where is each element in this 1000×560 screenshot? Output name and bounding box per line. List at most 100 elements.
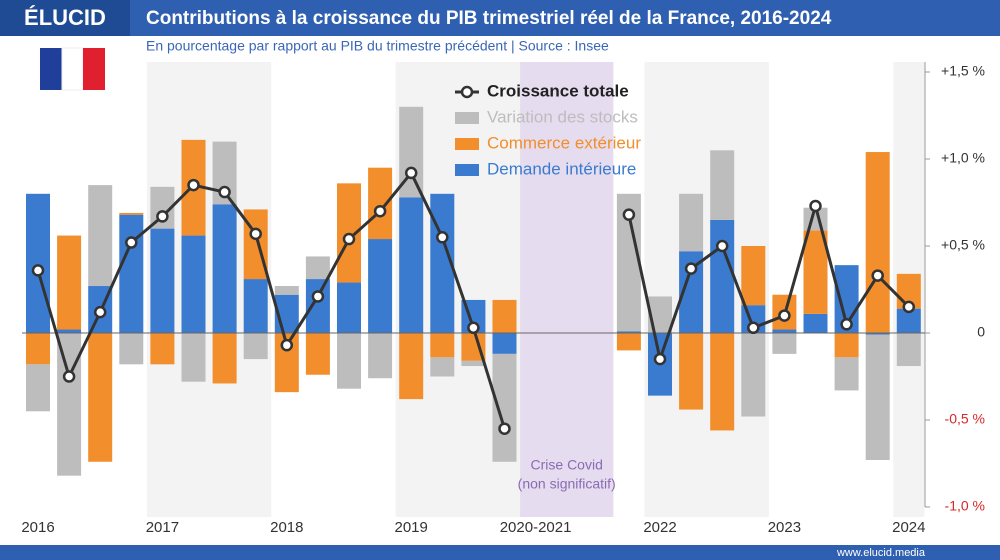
line-point (342, 232, 356, 246)
legend-label: Variation des stocks (487, 107, 638, 126)
bar (710, 219, 735, 333)
legend-label: Commerce extérieur (487, 133, 641, 152)
legend-swatch (455, 164, 479, 176)
bar (26, 364, 50, 412)
footer: www.elucid.media (836, 547, 926, 559)
y-tick-label: 0 (977, 324, 985, 340)
line-point (62, 370, 76, 383)
footer-bar (0, 545, 1000, 560)
bar (430, 357, 455, 377)
bar (337, 333, 361, 389)
bar (305, 333, 330, 375)
legend-label: Croissance totale (487, 81, 629, 100)
y-tick-label: -0,5 % (945, 411, 985, 427)
bar (865, 152, 890, 333)
line-point (840, 318, 853, 331)
x-tick-label: 2018 (270, 519, 303, 536)
header-bar (0, 0, 1000, 36)
bar (181, 333, 206, 382)
bar (616, 331, 641, 333)
line-point (467, 321, 480, 335)
bar (679, 333, 704, 410)
line-point (404, 166, 418, 180)
bar (741, 333, 766, 417)
y-tick-label: +0,5 % (941, 237, 985, 253)
bar (430, 333, 455, 358)
bar (710, 150, 735, 220)
bar (399, 197, 424, 333)
bar (492, 353, 517, 462)
line-point (653, 352, 667, 366)
bar (305, 256, 330, 280)
x-tick-label: 2023 (768, 519, 801, 536)
bar (368, 167, 393, 240)
bar (368, 239, 393, 333)
bar (492, 299, 517, 333)
bar (150, 333, 175, 365)
flag (40, 47, 105, 91)
legend-swatch (455, 138, 479, 150)
bar (57, 333, 82, 476)
bar (57, 329, 82, 333)
line-point (311, 290, 325, 303)
line-point (498, 422, 511, 435)
bar (616, 333, 641, 351)
bar (119, 212, 144, 215)
line-point (902, 300, 916, 314)
line-point (747, 321, 760, 335)
line-point (809, 199, 822, 213)
annotation: Crise Covid (531, 457, 603, 473)
bar (803, 230, 828, 314)
line-point (93, 305, 107, 319)
bar (181, 235, 206, 333)
x-tick-label: 2019 (395, 519, 428, 536)
bar (305, 279, 330, 333)
legend-swatch (455, 112, 479, 124)
x-tick-label: 2024 (892, 519, 925, 536)
legend: Croissance totale Variation des stocks Com… (455, 81, 641, 178)
x-tick-label: 2017 (146, 519, 179, 536)
x-tick-label: 2022 (643, 519, 676, 536)
line-point (871, 269, 884, 282)
line-point (436, 231, 449, 244)
bar (243, 279, 268, 333)
line (36, 170, 910, 430)
bar (710, 333, 735, 431)
bar (274, 286, 299, 295)
line-point (280, 338, 294, 352)
bar (461, 360, 486, 367)
bar (26, 193, 50, 333)
bar (57, 235, 82, 330)
bar (368, 333, 393, 379)
bar (772, 329, 797, 333)
bar (26, 333, 50, 365)
line-point (187, 178, 200, 192)
chart-title: Contributions à la croissance du PIB tri… (146, 8, 832, 29)
line-point (373, 204, 387, 218)
bar (772, 333, 797, 354)
annotation: (non significatif) (518, 476, 616, 492)
bar (803, 313, 828, 333)
line-point (125, 236, 138, 249)
bar (212, 204, 237, 333)
bar (150, 228, 175, 333)
logo-box (0, 0, 130, 36)
bar (741, 246, 766, 306)
bar (865, 334, 890, 461)
brand: ÉLUCID (24, 5, 106, 30)
bar (492, 333, 517, 354)
x-tick-label: 2016 (21, 519, 54, 536)
bar (399, 333, 424, 400)
bar (88, 333, 113, 462)
y-tick-label: -1,0 % (945, 498, 985, 514)
bar (243, 333, 268, 360)
legend-swatch (460, 85, 474, 99)
x-tick-label: 2020-2021 (500, 519, 572, 536)
line-point (715, 239, 729, 253)
line-point (778, 309, 791, 322)
line-point (31, 264, 45, 277)
bar (834, 357, 859, 391)
line-point (622, 208, 636, 221)
bar (337, 282, 361, 333)
